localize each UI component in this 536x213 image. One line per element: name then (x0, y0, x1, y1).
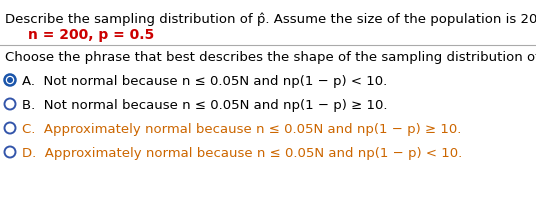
Text: C.  Approximately normal because n ≤ 0.05N and np(1 − p) ≥ 10.: C. Approximately normal because n ≤ 0.05… (22, 123, 461, 136)
Text: B.  Not normal because n ≤ 0.05N and np(1 − p) ≥ 10.: B. Not normal because n ≤ 0.05N and np(1… (22, 99, 388, 112)
Text: Describe the sampling distribution of p̂. Assume the size of the population is 2: Describe the sampling distribution of p̂… (5, 13, 536, 26)
Text: n = 200, p = 0.5: n = 200, p = 0.5 (28, 28, 154, 42)
Text: Choose the phrase that best describes the shape of the sampling distribution of : Choose the phrase that best describes th… (5, 50, 536, 63)
Text: A.  Not normal because n ≤ 0.05N and np(1 − p) < 10.: A. Not normal because n ≤ 0.05N and np(1… (22, 75, 387, 88)
Circle shape (7, 77, 13, 83)
Text: D.  Approximately normal because n ≤ 0.05N and np(1 − p) < 10.: D. Approximately normal because n ≤ 0.05… (22, 147, 462, 160)
